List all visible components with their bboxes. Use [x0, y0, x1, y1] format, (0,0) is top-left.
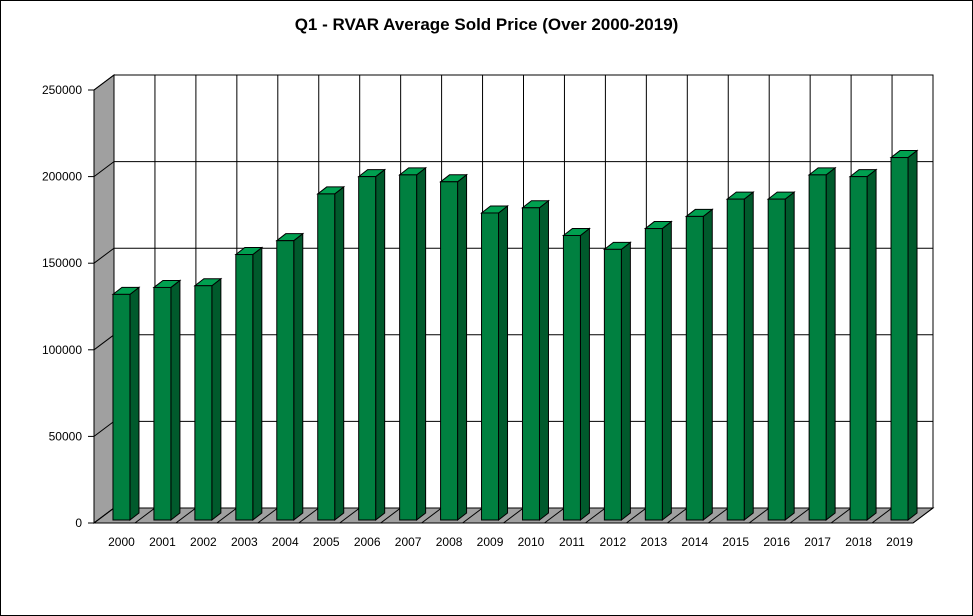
bar — [194, 285, 213, 521]
floor-divider — [216, 507, 238, 524]
bar-side — [825, 166, 836, 522]
bar — [521, 207, 540, 521]
x-tick-label: 2004 — [272, 535, 299, 549]
bar — [726, 198, 745, 521]
floor-divider — [380, 507, 401, 524]
bar — [644, 228, 663, 521]
floor-divider — [707, 507, 729, 524]
floor-divider — [585, 507, 606, 524]
floor-divider — [626, 507, 647, 524]
side-wall — [93, 74, 115, 524]
floor-divider — [789, 507, 811, 524]
x-tick-label: 2017 — [804, 535, 831, 549]
floor-divider — [462, 507, 483, 524]
bar-side — [252, 246, 263, 522]
bar-side — [129, 286, 140, 522]
floor-divider — [298, 507, 320, 524]
bar-side — [866, 168, 877, 522]
x-tick-label: 2002 — [190, 535, 217, 549]
bar-side — [743, 191, 754, 522]
bar — [808, 174, 827, 521]
bar-side — [293, 232, 304, 522]
x-tick-label: 2006 — [354, 535, 381, 549]
x-tick-label: 2007 — [395, 535, 422, 549]
floor-divider — [912, 507, 934, 524]
floor-divider — [503, 507, 524, 524]
y-tick-label: 250000 — [42, 83, 82, 97]
floor-divider — [748, 507, 770, 524]
floor-divider — [830, 507, 852, 524]
bar-side — [416, 166, 427, 522]
floor-divider — [257, 507, 279, 524]
y-tick-label: 50000 — [49, 429, 83, 443]
bar-side — [579, 227, 590, 522]
bar — [276, 240, 295, 521]
bar — [153, 286, 172, 521]
bar-side — [702, 208, 713, 522]
bar — [399, 174, 418, 521]
x-tick-label: 2011 — [559, 535, 585, 549]
bar — [112, 293, 131, 521]
x-tick-label: 2005 — [313, 535, 340, 549]
x-tick-label: 2016 — [763, 535, 790, 549]
floor-divider — [544, 507, 565, 524]
bar-side — [538, 199, 549, 522]
bar — [890, 157, 909, 521]
x-tick-label: 2019 — [886, 535, 913, 549]
y-tick-label: 200000 — [42, 170, 82, 184]
bar-side — [907, 149, 918, 522]
bar — [603, 248, 622, 521]
x-tick-label: 2018 — [845, 535, 872, 549]
floor-divider — [134, 507, 156, 524]
bar — [849, 176, 868, 521]
chart-title: Q1 - RVAR Average Sold Price (Over 2000-… — [294, 15, 679, 34]
bar-side — [620, 241, 631, 522]
bar-side — [375, 168, 386, 522]
x-tick-label: 2008 — [436, 535, 463, 549]
bar-side — [784, 191, 795, 522]
bar — [685, 215, 704, 521]
bar-side — [661, 220, 672, 522]
bar — [358, 176, 377, 521]
x-tick-label: 2000 — [108, 535, 135, 549]
bar — [562, 234, 581, 521]
y-tick-label: 150000 — [42, 256, 82, 270]
floor-divider — [421, 507, 442, 524]
bar-side — [457, 173, 468, 522]
bar-side — [334, 185, 345, 522]
x-tick-label: 2014 — [681, 535, 708, 549]
bar — [440, 181, 459, 521]
bar — [317, 193, 336, 521]
y-tick-label: 0 — [75, 516, 82, 530]
floor-divider — [339, 507, 361, 524]
x-tick-label: 2009 — [477, 535, 504, 549]
bar — [767, 198, 786, 521]
x-tick-label: 2012 — [600, 535, 627, 549]
x-tick-label: 2013 — [640, 535, 667, 549]
floor-divider — [871, 507, 893, 524]
floor-divider — [666, 507, 688, 524]
x-tick-label: 2010 — [518, 535, 545, 549]
x-tick-label: 2015 — [722, 535, 749, 549]
floor-divider — [93, 507, 115, 524]
bar — [481, 212, 500, 521]
x-tick-label: 2001 — [149, 535, 176, 549]
bar — [235, 254, 254, 521]
bar-side — [211, 277, 222, 522]
y-tick-label: 100000 — [42, 343, 82, 357]
floor-divider — [175, 507, 197, 524]
bar-side — [170, 279, 181, 522]
bar-side — [498, 204, 509, 522]
x-tick-label: 2003 — [231, 535, 258, 549]
